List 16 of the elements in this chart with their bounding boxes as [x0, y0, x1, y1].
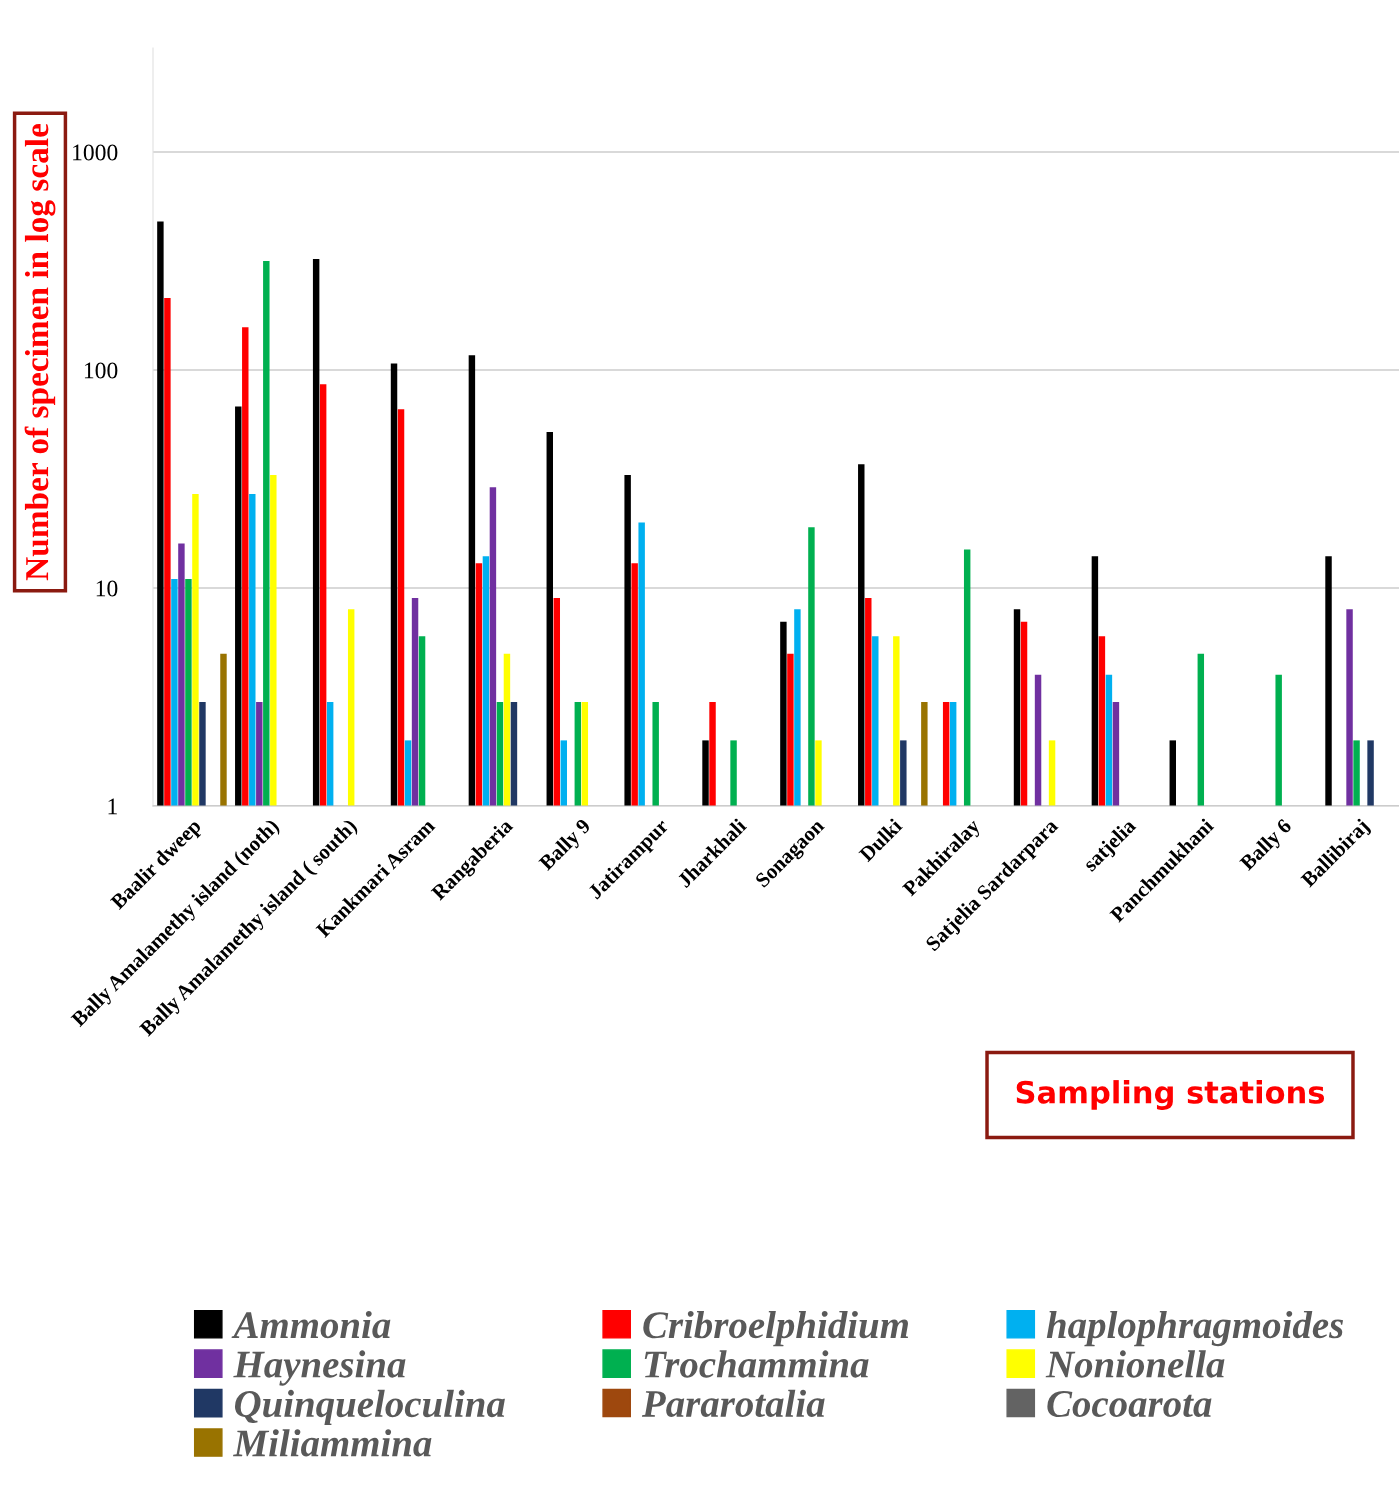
- legend-label: Trochammina: [644, 1350, 869, 1378]
- y-tick-label: 1: [108, 798, 117, 815]
- legend-label: Ammonia: [231, 1310, 391, 1339]
- x-axis-title: Sampling stations: [1016, 1080, 1325, 1110]
- legend-label: Nonionella: [1045, 1350, 1225, 1378]
- y-tick-label: 1000: [73, 144, 118, 161]
- y-tick-label: 100: [84, 362, 118, 379]
- legend-label: Cocoarota: [1047, 1390, 1212, 1418]
- y-axis-title: Number of specimen in log scale: [24, 124, 56, 581]
- legend-label: Miliammina: [233, 1429, 432, 1457]
- legend-label: Cribroelphidium: [643, 1310, 909, 1347]
- legend-label: Quinqueloculina: [234, 1389, 505, 1426]
- y-tick-label: 10: [96, 580, 118, 597]
- legend-label: Haynesina: [233, 1350, 406, 1386]
- legend-label: haplophragmoides: [1046, 1310, 1344, 1347]
- legend-label: Pararotalia: [641, 1389, 825, 1418]
